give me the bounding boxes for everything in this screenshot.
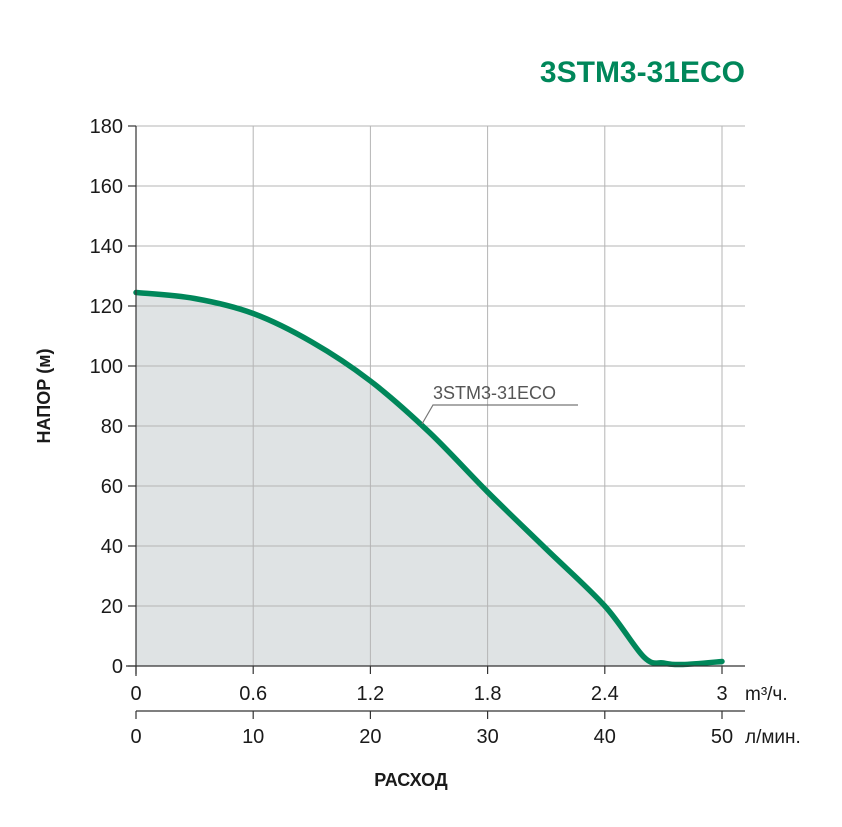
x-tick-label-m3h: 1.8 <box>474 683 502 705</box>
performance-curve <box>133 289 725 668</box>
curve-annotation: 3STM3-31ECO <box>421 383 578 425</box>
grid-lines <box>136 125 745 666</box>
chart-title: 3STM3-31ECO <box>540 56 745 89</box>
y-tick-label: 120 <box>90 296 123 318</box>
curve-area-fill <box>136 292 722 666</box>
y-tick-label: 60 <box>101 476 123 498</box>
y-tick-label: 80 <box>101 416 123 438</box>
x-unit-lmin: л/мин. <box>745 727 801 748</box>
x-tick-label-lmin: 40 <box>594 726 616 748</box>
x-tick-label-lmin: 30 <box>476 726 498 748</box>
x-axis-title: РАСХОД <box>374 770 448 790</box>
y-tick-label: 20 <box>101 596 123 618</box>
y-tick-label: 100 <box>90 356 123 378</box>
x-tick-label-lmin: 50 <box>711 726 733 748</box>
x-tick-label-m3h: 0 <box>130 683 141 705</box>
y-tick-label: 40 <box>101 536 123 558</box>
y-tick-label: 140 <box>90 236 123 258</box>
plot-area <box>133 125 745 668</box>
x-tick-label-lmin: 10 <box>242 726 264 748</box>
axes <box>126 126 745 712</box>
annotation-leader <box>421 404 578 425</box>
x-tick-label-lmin: 0 <box>130 726 141 748</box>
y-tick-label: 160 <box>90 176 123 198</box>
y-axis-title: НАПОР (м) <box>34 348 54 443</box>
x-unit-m3h: m³/ч. <box>745 684 788 705</box>
x-tick-labels-lmin: 0 10 20 30 40 50 <box>130 711 733 748</box>
annotation-label: 3STM3-31ECO <box>433 383 556 403</box>
x-tick-label-m3h: 1.2 <box>356 683 384 705</box>
y-tick-label: 180 <box>90 116 123 138</box>
y-tick-label: 0 <box>112 656 123 678</box>
x-tick-label-lmin: 20 <box>359 726 381 748</box>
y-tick-labels: 0 20 40 60 80 100 120 140 160 180 <box>90 116 136 678</box>
x-tick-label-m3h: 0.6 <box>239 683 267 705</box>
x-tick-label-m3h: 3 <box>716 683 727 705</box>
x-tick-labels-m3h: 0 0.6 1.2 1.8 2.4 3 <box>130 666 728 705</box>
x-tick-label-m3h: 2.4 <box>591 683 619 705</box>
